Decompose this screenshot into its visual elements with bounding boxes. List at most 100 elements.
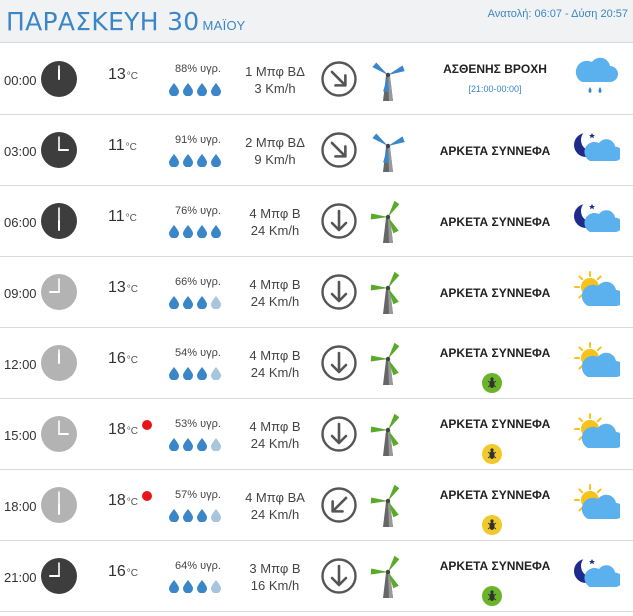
wind-force: 4 Μπφ ΒΑ bbox=[245, 490, 305, 505]
day-label: ΠΑΡΑΣΚΕΥΗ 30 bbox=[6, 7, 200, 36]
clock-icon bbox=[40, 60, 78, 98]
forecast-row: 06:00 11°C 76% υγρ. 4 Μπφ Β 24 Km/h ΑΡΚΕΤΑ ΣΥ… bbox=[0, 186, 633, 257]
humidity-drops-icon bbox=[168, 579, 224, 594]
temperature-value: 18 bbox=[108, 492, 126, 509]
wind-info: 4 Μπφ Β 24 Km/h bbox=[236, 205, 314, 239]
temperature-value: 11 bbox=[108, 137, 125, 154]
moon-cloud-icon bbox=[572, 127, 623, 171]
day-header: ΠΑΡΑΣΚΕΥΗ 30 ΜΑΪΟΥ Ανατολή: 06:07 - Δύση … bbox=[0, 0, 633, 43]
wind-turbine-icon bbox=[370, 267, 410, 317]
wind-speed: 9 Km/h bbox=[254, 152, 296, 167]
arrow-down-icon bbox=[320, 344, 358, 382]
sun-cloud-icon bbox=[572, 269, 624, 313]
wind-info: 4 Μπφ Β 24 Km/h bbox=[236, 418, 314, 452]
temperature-value: 16 bbox=[108, 563, 126, 580]
wind-turbine-icon bbox=[370, 551, 410, 601]
moon-cloud-icon bbox=[572, 553, 623, 597]
arrow-down-icon bbox=[320, 415, 358, 453]
clock-icon bbox=[40, 202, 78, 240]
forecast-row: 12:00 16°C 54% υγρ. 4 Μπφ Β 24 Km/h ΑΡΚΕΤΑ ΣΥ… bbox=[0, 328, 633, 399]
sun-cloud-icon bbox=[572, 411, 624, 455]
wind-speed: 24 Km/h bbox=[250, 365, 300, 380]
time-label: 03:00 bbox=[4, 144, 37, 159]
temperature-unit: °C bbox=[126, 284, 139, 295]
condition-label: ΑΡΚΕΤΑ ΣΥΝΝΕΦΑ bbox=[439, 215, 551, 229]
clock-icon bbox=[40, 415, 78, 453]
wind-force: 2 Μπφ ΒΔ bbox=[245, 135, 305, 150]
clock-icon bbox=[40, 273, 78, 311]
arrow-down-right-icon bbox=[320, 131, 358, 169]
humidity-drops-icon bbox=[168, 508, 224, 523]
humidity-label: 88% υγρ. bbox=[175, 63, 221, 75]
temperature: 13°C bbox=[108, 279, 138, 297]
pollen-badge-icon bbox=[481, 514, 503, 536]
condition-label: ΑΡΚΕΤΑ ΣΥΝΝΕΦΑ bbox=[439, 417, 551, 431]
wind-force: 4 Μπφ Β bbox=[249, 419, 301, 434]
wind-turbine-icon bbox=[370, 125, 410, 175]
temperature-unit: °C bbox=[126, 355, 139, 366]
humidity-label: 53% υγρ. bbox=[175, 418, 221, 430]
temperature-value: 18 bbox=[108, 421, 126, 438]
clock-icon bbox=[40, 557, 78, 595]
arrow-down-icon bbox=[320, 202, 358, 240]
forecast-row: 09:00 13°C 66% υγρ. 4 Μπφ Β 24 Km/h ΑΡΚΕΤΑ ΣΥ… bbox=[0, 257, 633, 328]
condition-label: ΑΡΚΕΤΑ ΣΥΝΝΕΦΑ bbox=[439, 559, 551, 573]
wind-speed: 16 Km/h bbox=[250, 578, 300, 593]
humidity-label: 57% υγρ. bbox=[175, 489, 221, 501]
arrow-down-right-icon bbox=[320, 60, 358, 98]
wind-turbine-icon bbox=[370, 54, 410, 104]
humidity-drops-icon bbox=[168, 153, 224, 168]
forecast-row: 03:00 11°C 91% υγρ. 2 Μπφ ΒΔ 9 Km/h ΑΡΚΕΤΑ ΣΥ… bbox=[0, 115, 633, 186]
forecast-row: 21:00 16°C 64% υγρ. 3 Μπφ Β 16 Km/h ΑΡΚΕΤΑ ΣΥ… bbox=[0, 541, 633, 612]
wind-turbine-icon bbox=[370, 196, 410, 246]
month-label: ΜΑΪΟΥ bbox=[202, 18, 246, 33]
temperature-unit: °C bbox=[126, 71, 139, 82]
wind-info: 2 Μπφ ΒΔ 9 Km/h bbox=[236, 134, 314, 168]
temperature: 13°C bbox=[108, 66, 138, 84]
temperature-unit: °C bbox=[125, 213, 137, 224]
temperature-value: 13 bbox=[108, 66, 126, 83]
temperature-unit: °C bbox=[126, 497, 139, 508]
forecast-row: 15:00 18°C 53% υγρ. 4 Μπφ Β 24 Km/h ΑΡΚΕΤΑ ΣΥ… bbox=[0, 399, 633, 470]
condition-label: ΑΣΘΕΝΗΣ ΒΡΟΧΗ bbox=[443, 62, 547, 76]
humidity-drops-icon bbox=[168, 295, 224, 310]
humidity-label: 54% υγρ. bbox=[175, 347, 221, 359]
humidity-label: 64% υγρ. bbox=[175, 560, 221, 572]
moon-cloud-icon bbox=[572, 198, 623, 242]
pollen-badge-icon bbox=[481, 585, 503, 607]
humidity-drops-icon bbox=[168, 224, 224, 239]
heat-alert-dot-icon bbox=[142, 420, 152, 430]
wind-turbine-icon bbox=[370, 409, 410, 459]
wind-force: 1 Μπφ ΒΔ bbox=[245, 64, 305, 79]
clock-icon bbox=[40, 486, 78, 524]
wind-force: 4 Μπφ Β bbox=[249, 206, 301, 221]
clock-icon bbox=[40, 344, 78, 382]
temperature-value: 16 bbox=[108, 350, 126, 367]
sunrise-sunset-info: Ανατολή: 06:07 - Δύση 20:57 bbox=[487, 8, 628, 20]
wind-speed: 24 Km/h bbox=[250, 507, 300, 522]
wind-info: 4 Μπφ Β 24 Km/h bbox=[236, 347, 314, 381]
rain-cloud-icon bbox=[572, 56, 620, 100]
wind-force: 4 Μπφ Β bbox=[249, 277, 301, 292]
day-title: ΠΑΡΑΣΚΕΥΗ 30 ΜΑΪΟΥ bbox=[6, 8, 245, 40]
temperature: 16°C bbox=[108, 350, 138, 368]
condition-label: ΑΡΚΕΤΑ ΣΥΝΝΕΦΑ bbox=[439, 144, 551, 158]
condition-time-range: [21:00-00:00] bbox=[468, 84, 522, 94]
temperature-value: 13 bbox=[108, 279, 126, 296]
wind-info: 4 Μπφ Β 24 Km/h bbox=[236, 276, 314, 310]
wind-info: 3 Μπφ Β 16 Km/h bbox=[236, 560, 314, 594]
time-label: 06:00 bbox=[4, 215, 37, 230]
sun-cloud-icon bbox=[572, 482, 624, 526]
pollen-badge-icon bbox=[481, 443, 503, 465]
heat-alert-dot-icon bbox=[142, 491, 152, 501]
arrow-down-icon bbox=[320, 557, 358, 595]
temperature-unit: °C bbox=[125, 142, 137, 153]
time-label: 00:00 bbox=[4, 73, 37, 88]
clock-icon bbox=[40, 131, 78, 169]
temperature: 11°C bbox=[108, 208, 137, 226]
humidity-drops-icon bbox=[168, 437, 224, 452]
time-label: 12:00 bbox=[4, 357, 37, 372]
temperature-unit: °C bbox=[126, 568, 139, 579]
temperature: 11°C bbox=[108, 137, 137, 155]
time-label: 09:00 bbox=[4, 286, 37, 301]
